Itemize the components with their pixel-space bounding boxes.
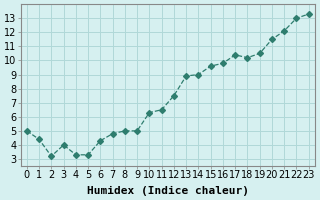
X-axis label: Humidex (Indice chaleur): Humidex (Indice chaleur) — [87, 186, 249, 196]
